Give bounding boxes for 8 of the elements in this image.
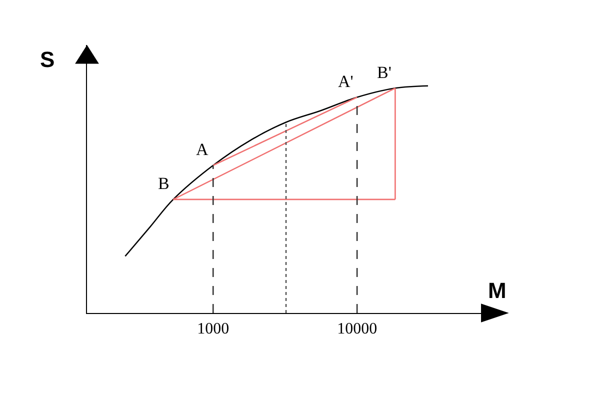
annotation: B' [377,63,392,82]
x-tick-label: 10000 [337,320,378,338]
x-axis-title: M [488,278,506,303]
annotation: B [158,174,170,193]
annotation: A [196,140,209,159]
annotation: A' [338,72,354,91]
y-axis-title: S [40,47,55,72]
x-tick-label: 1000 [197,320,230,338]
